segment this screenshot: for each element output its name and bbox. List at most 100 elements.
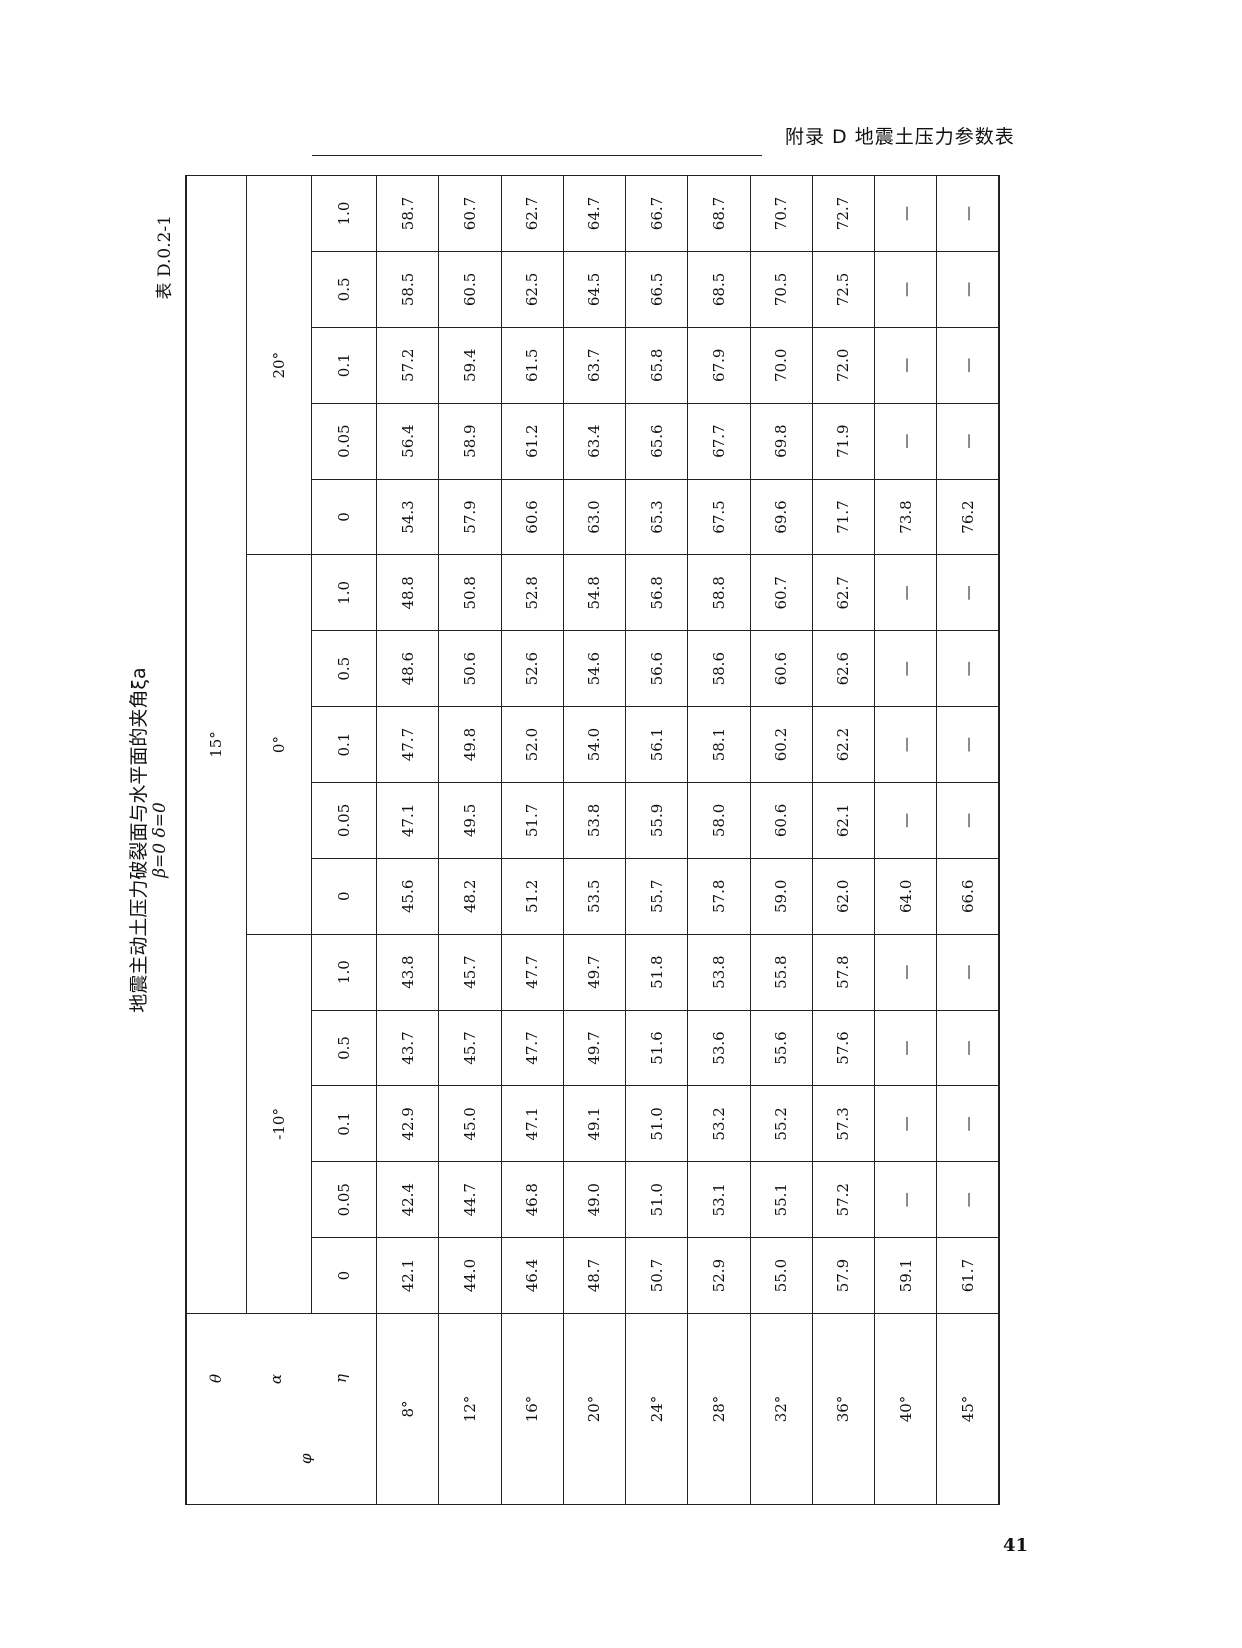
value-cell: 59.0: [750, 858, 813, 935]
value-cell: 68.7: [687, 175, 750, 252]
value-cell: —: [874, 175, 937, 252]
value-cell: 65.8: [625, 327, 688, 404]
value-cell: 60.2: [750, 706, 813, 783]
value-cell: 72.0: [812, 327, 875, 404]
value-cell: 62.2: [812, 706, 875, 783]
value-cell: —: [874, 1161, 937, 1238]
value-cell: 53.2: [687, 1085, 750, 1162]
value-cell: 70.7: [750, 175, 813, 252]
theta-header-row: θ α η φ 15°: [186, 175, 377, 1505]
value-cell: 60.7: [750, 554, 813, 631]
value-cell: 66.7: [625, 175, 688, 252]
value-cell: 56.1: [625, 706, 688, 783]
value-cell: 71.9: [812, 403, 875, 480]
value-cell: 63.7: [563, 327, 626, 404]
table-conditions: β=0 δ=0: [150, 802, 170, 878]
value-cell: 58.8: [687, 554, 750, 631]
table-row: 8° 42.1 42.4 42.9 43.7 43.8 45.6 47.1 47.7 48.6 48…: [376, 175, 439, 1505]
value-cell: 49.8: [438, 706, 502, 783]
page-header: 附录 D 地震土压力参数表: [785, 126, 1015, 148]
value-cell: 56.8: [625, 554, 688, 631]
value-cell: —: [936, 934, 999, 1011]
value-cell: 66.5: [625, 251, 688, 328]
value-cell: 60.6: [750, 782, 813, 859]
value-cell: 67.7: [687, 403, 750, 480]
table-row: 16° 46.4 46.8 47.1 47.7 47.7 51.2 51.7 52.0 52.6 5…: [501, 175, 564, 1505]
value-cell: 43.7: [376, 1010, 439, 1086]
value-cell: 51.7: [501, 782, 564, 859]
value-cell: 73.8: [874, 479, 937, 555]
header-rule: [312, 155, 762, 156]
value-cell: 54.6: [563, 630, 626, 707]
value-cell: 46.8: [501, 1161, 564, 1238]
phi-label: φ: [297, 1453, 315, 1464]
value-cell: 48.6: [376, 630, 439, 707]
value-cell: —: [936, 782, 999, 859]
value-cell: 55.0: [750, 1237, 813, 1314]
table-title: 地震主动土压力破裂面与水平面的夹角ξa: [128, 667, 150, 1013]
phi-cell: 32°: [750, 1313, 813, 1505]
table-row: 40° 59.1— — — —64.0— — — —73.8— — — —: [874, 175, 937, 1505]
value-cell: 49.7: [563, 934, 626, 1011]
value-cell: 64.5: [563, 251, 626, 328]
value-cell: 53.8: [563, 782, 626, 859]
value-cell: 58.7: [376, 175, 439, 252]
phi-cell: 28°: [687, 1313, 750, 1505]
value-cell: 48.7: [563, 1237, 626, 1314]
value-cell: 45.6: [376, 858, 439, 935]
value-cell: 62.6: [812, 630, 875, 707]
theta-value: 15°: [186, 175, 247, 1314]
value-cell: 62.1: [812, 782, 875, 859]
value-cell: 51.8: [625, 934, 688, 1011]
data-table: θ α η φ 15° -10° 0° 20° 0 0.05 0.1 0.5 1.0 0 0…: [185, 175, 1000, 1505]
value-cell: —: [936, 1085, 999, 1162]
alpha-header-row: -10° 0° 20°: [246, 175, 312, 1505]
value-cell: 64.0: [874, 858, 937, 935]
value-cell: 46.4: [501, 1237, 564, 1314]
value-cell: 61.5: [501, 327, 564, 404]
table-row: 20° 48.7 49.0 49.1 49.7 49.7 53.5 53.8 54.0 54.6 5…: [563, 175, 626, 1505]
value-cell: 57.9: [812, 1237, 875, 1314]
phi-cell: 8°: [376, 1313, 439, 1505]
value-cell: 76.2: [936, 479, 999, 555]
value-cell: 63.4: [563, 403, 626, 480]
value-cell: 55.1: [750, 1161, 813, 1238]
eta-value: 0.05: [311, 1161, 377, 1238]
value-cell: 60.5: [438, 251, 502, 328]
eta-header-row: 0 0.05 0.1 0.5 1.0 0 0.05 0.1 0.5 1.0 0 0.05 0.1 0.5 1…: [311, 175, 377, 1505]
value-cell: 57.2: [376, 327, 439, 404]
eta-value: 0: [311, 1237, 377, 1314]
eta-value: 1.0: [311, 934, 377, 1011]
value-cell: 47.1: [376, 782, 439, 859]
value-cell: 51.0: [625, 1161, 688, 1238]
value-cell: 51.0: [625, 1085, 688, 1162]
value-cell: 55.2: [750, 1085, 813, 1162]
value-cell: 42.1: [376, 1237, 439, 1314]
value-cell: —: [936, 1161, 999, 1238]
rotated-table-block: 地震主动土压力破裂面与水平面的夹角ξa β=0 δ=0 表 D.0.2-1 θ …: [120, 175, 1000, 1505]
value-cell: —: [936, 1010, 999, 1086]
table-row: 36° 57.9 57.2 57.3 57.6 57.8 62.0 62.1 62.2 62.6 6…: [812, 175, 875, 1505]
value-cell: 49.5: [438, 782, 502, 859]
value-cell: —: [874, 782, 937, 859]
eta-value: 1.0: [311, 554, 377, 631]
table-row: 32° 55.0 55.1 55.2 55.6 55.8 59.0 60.6 60.2 60.6 6…: [750, 175, 813, 1505]
value-cell: 60.6: [750, 630, 813, 707]
value-cell: 62.5: [501, 251, 564, 328]
value-cell: 69.8: [750, 403, 813, 480]
value-cell: 61.7: [936, 1237, 999, 1314]
value-cell: 47.1: [501, 1085, 564, 1162]
value-cell: 54.8: [563, 554, 626, 631]
eta-value: 0.1: [311, 706, 377, 783]
value-cell: 69.6: [750, 479, 813, 555]
phi-cell: 45°: [936, 1313, 999, 1505]
value-cell: 49.7: [563, 1010, 626, 1086]
eta-value: 0.1: [311, 1085, 377, 1162]
value-cell: 57.8: [687, 858, 750, 935]
value-cell: 72.5: [812, 251, 875, 328]
value-cell: 45.0: [438, 1085, 502, 1162]
table-row: 12° 44.0 44.7 45.0 45.7 45.7 48.2 49.5 49.8 50.6 5…: [438, 175, 502, 1505]
value-cell: 47.7: [501, 1010, 564, 1086]
value-cell: 51.6: [625, 1010, 688, 1086]
value-cell: 48.2: [438, 858, 502, 935]
